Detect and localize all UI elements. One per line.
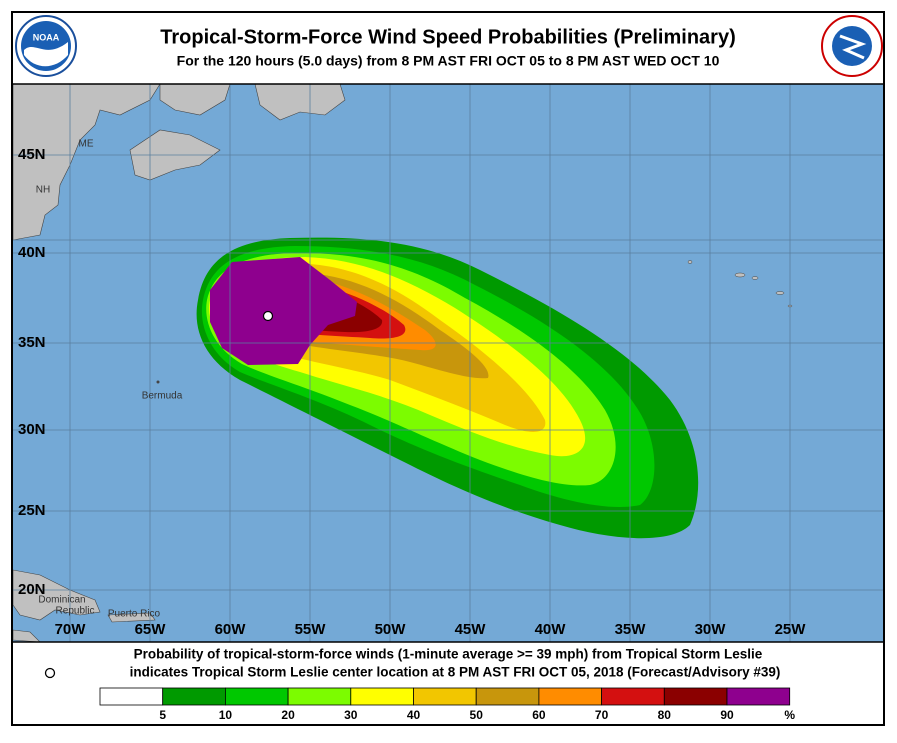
caption-line: Probability of tropical-storm-force wind… [134, 647, 763, 662]
latitude-label: 35N [18, 334, 46, 351]
longitude-label: 45W [455, 621, 487, 638]
caption-line: indicates Tropical Storm Leslie center l… [130, 665, 781, 680]
place-label: Puerto Rico [108, 609, 161, 620]
legend-swatch [224, 687, 289, 706]
legend-label: 10 [219, 708, 233, 722]
legend-label: % [784, 708, 795, 722]
longitude-label: 60W [215, 621, 247, 638]
noaa-logo: NOAA [15, 15, 77, 77]
nws-logo [821, 15, 883, 77]
longitude-label: 40W [535, 621, 567, 638]
legend-label: 70 [595, 708, 609, 722]
land-us-northeast [13, 84, 161, 241]
bermuda-marker [156, 380, 160, 384]
legend-swatch [99, 687, 164, 706]
legend-swatch [162, 687, 226, 706]
probability-swath [196, 237, 699, 539]
latitude-label: 30N [18, 421, 46, 438]
latitude-labels: 45N 40N 35N 30N 25N 20N [18, 146, 46, 598]
legend-swatch [350, 687, 414, 706]
land-hispaniola [13, 569, 101, 621]
legend-swatch [601, 687, 665, 706]
land-newfoundland [254, 84, 346, 121]
legend-label: 40 [407, 708, 421, 722]
place-label: Republic [56, 606, 95, 617]
place-label: NH [36, 185, 50, 196]
legend-label: 60 [532, 708, 546, 722]
legend-swatch [663, 687, 728, 706]
land-quebec [159, 84, 231, 116]
legend-swatch [726, 687, 791, 706]
longitude-labels: 70W 65W 60W 55W 50W 45W 40W 35W 30W 25W [55, 621, 807, 638]
longitude-label: 55W [295, 621, 327, 638]
legend-label: 5 [159, 708, 166, 722]
latitude-label: 40N [18, 244, 46, 261]
longitude-label: 30W [695, 621, 727, 638]
map-area: ME NH Bermuda Dominican Republic Puerto … [13, 84, 883, 642]
place-label: ME [79, 139, 94, 150]
legend-swatch [287, 687, 352, 706]
legend-label: 90 [720, 708, 734, 722]
frame [11, 11, 885, 726]
place-label: Dominican [38, 595, 85, 606]
place-label: Bermuda [142, 391, 183, 402]
graticule [13, 84, 883, 642]
land-puerto-rico [107, 612, 156, 623]
legend: 5 10 20 30 40 50 60 70 80 90% [99, 687, 795, 722]
legend-label: 80 [658, 708, 672, 722]
legend-label: 20 [281, 708, 295, 722]
subtitle: For the 120 hours (5.0 days) from 8 PM A… [177, 53, 720, 69]
storm-center [262, 310, 274, 322]
svg-text:NOAA: NOAA [33, 32, 60, 42]
longitude-label: 65W [135, 621, 167, 638]
legend-label: 30 [344, 708, 358, 722]
latitude-label: 25N [18, 502, 46, 519]
latitude-label: 20N [18, 581, 46, 598]
longitude-label: 70W [55, 621, 87, 638]
land-azores [687, 260, 793, 308]
longitude-label: 50W [375, 621, 407, 638]
center-symbol [44, 667, 56, 679]
longitude-label: 25W [775, 621, 807, 638]
legend-swatch [475, 687, 540, 706]
legend-label: 50 [470, 708, 484, 722]
title: Tropical-Storm-Force Wind Speed Probabil… [160, 26, 736, 48]
longitude-label: 35W [615, 621, 647, 638]
legend-swatch [413, 687, 477, 706]
legend-swatch [538, 687, 603, 706]
latitude-label: 45N [18, 146, 46, 163]
